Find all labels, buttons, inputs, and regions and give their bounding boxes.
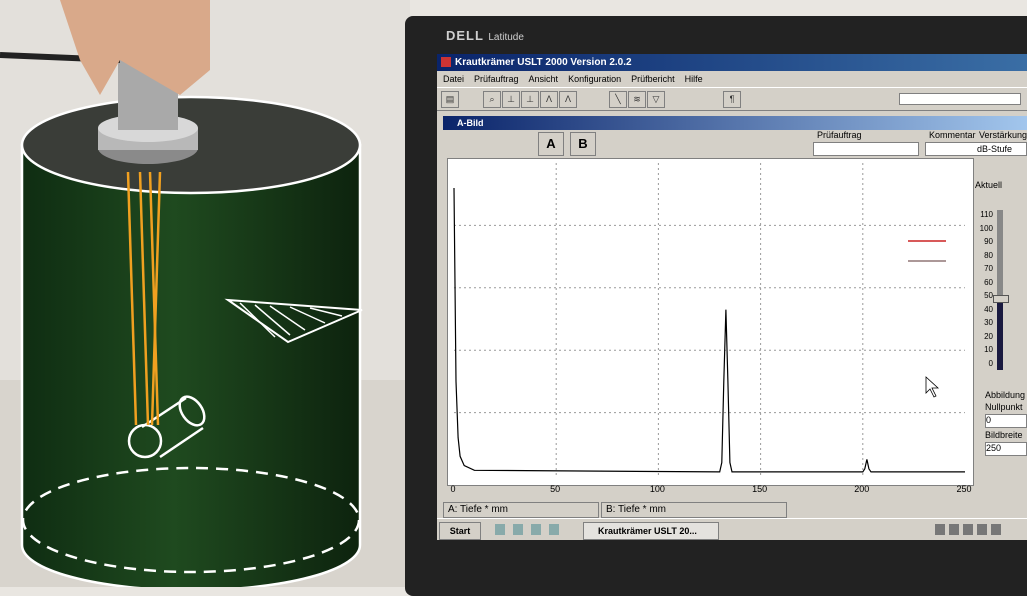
- mouse-cursor-icon: [925, 376, 940, 398]
- app-titlebar: Krautkrämer USLT 2000 Version 2.0.2: [437, 54, 1027, 71]
- wave-icon[interactable]: ≋: [628, 91, 646, 108]
- gate-echo-icon[interactable]: ⊥: [521, 91, 539, 108]
- x-tick-label: 200: [854, 484, 870, 494]
- quicklaunch-explorer-icon[interactable]: [531, 524, 541, 535]
- taskbar: Start Krautkrämer USLT 20...: [437, 518, 1027, 540]
- gate-b-button[interactable]: B: [570, 132, 596, 156]
- x-tick-label: 100: [649, 484, 665, 494]
- hand: [60, 0, 210, 95]
- laptop-brand: DELL Latitude: [446, 28, 524, 43]
- a-scan-plot: [447, 158, 974, 486]
- quicklaunch-browser-icon[interactable]: [513, 524, 523, 535]
- x-tick-label: 150: [752, 484, 768, 494]
- quicklaunch-desktop-icon[interactable]: [495, 524, 505, 535]
- menu-hilfe[interactable]: Hilfe: [684, 74, 703, 84]
- gain-panel: Verstärkung dB-Stufe Aktuell 110 100 90 80 7…: [973, 130, 1027, 502]
- tray-icon-5[interactable]: [991, 524, 1001, 535]
- taskbar-app-item[interactable]: Krautkrämer USLT 20...: [583, 522, 719, 540]
- gain-scale-label: 40: [984, 304, 993, 314]
- readout-bar: A: Tiefe * mm B: Tiefe * mm: [443, 502, 1027, 518]
- gain-scale-label: 60: [984, 277, 993, 287]
- x-tick-label: 250: [956, 484, 972, 494]
- gain-scale-label: 20: [984, 331, 993, 341]
- gate-icon[interactable]: ⊥: [502, 91, 520, 108]
- gain-scale-label: 70: [984, 264, 993, 273]
- tray-icon-3[interactable]: [963, 524, 973, 535]
- app-icon: [441, 57, 451, 67]
- gain-scale-label: 90: [984, 237, 993, 246]
- menu-ansicht[interactable]: Ansicht: [528, 74, 559, 84]
- menu-datei[interactable]: Datei: [443, 74, 465, 84]
- bildbreite-field[interactable]: 250: [985, 442, 1027, 456]
- start-button[interactable]: Start: [439, 522, 481, 540]
- menu-konfiguration[interactable]: Konfiguration: [568, 74, 622, 84]
- toolbar: ▤ ⌕ ⊥ ⊥ Λ Λ ╲ ≋ ▽ ¶: [437, 87, 1027, 111]
- a-scan-window: A B Prüfauftrag Kommentar 0 50 100 150 200 25…: [443, 130, 1027, 502]
- menu-bar: Datei Prüfauftrag Ansicht Konfiguration …: [437, 71, 1027, 87]
- quicklaunch-outlook-icon[interactable]: [549, 524, 559, 535]
- peak-icon[interactable]: Λ: [540, 91, 558, 108]
- subwindow-titlebar: A-Bild: [443, 116, 1027, 130]
- tray-icon-1[interactable]: [935, 524, 945, 535]
- gain-scale-label: 0: [988, 358, 993, 368]
- peak-red-icon[interactable]: Λ: [559, 91, 577, 108]
- nullpunkt-field[interactable]: 0: [985, 414, 1027, 428]
- aktuell-label: Aktuell: [975, 180, 1003, 190]
- gain-scale-label: 30: [984, 318, 993, 327]
- gain-scale-label: 10: [984, 345, 993, 354]
- gain-slider-track[interactable]: [997, 210, 1003, 370]
- x-tick-label: 0: [450, 484, 456, 494]
- gain-slider-fill: [997, 300, 1003, 370]
- tray-icon-2[interactable]: [949, 524, 959, 535]
- pruefauftrag-label: Prüfauftrag: [817, 130, 862, 140]
- x-axis-ticks: 0 50 100 150 200 250: [447, 484, 972, 496]
- tray-icon-4[interactable]: [977, 524, 987, 535]
- screen: Krautkrämer USLT 2000 Version 2.0.2 Date…: [437, 54, 1027, 540]
- gain-scale-label: 100: [979, 223, 993, 233]
- progress-bar: [899, 93, 1021, 105]
- menu-pruefbericht[interactable]: Prüfbericht: [631, 74, 675, 84]
- nullpunkt-label: Nullpunkt: [985, 402, 1023, 412]
- readout-a: A: Tiefe * mm: [443, 502, 599, 518]
- echo-trace: [453, 187, 965, 473]
- filter-icon[interactable]: ▽: [647, 91, 665, 108]
- lamp-icon[interactable]: ¶: [723, 91, 741, 108]
- gain-slider-handle[interactable]: [993, 295, 1009, 303]
- plot-grid: [454, 163, 965, 475]
- abbildung-label: Abbildung: [985, 390, 1026, 400]
- verstaerkung-label: Verstärkung: [979, 130, 1027, 140]
- x-tick-label: 50: [550, 484, 561, 494]
- gain-scale-label: 80: [984, 250, 993, 260]
- menu-pruefauftrag[interactable]: Prüfauftrag: [474, 74, 519, 84]
- print-icon[interactable]: ▤: [441, 91, 459, 108]
- zoom-icon[interactable]: ⌕: [483, 91, 501, 108]
- readout-b: B: Tiefe * mm: [601, 502, 787, 518]
- kommentar-label: Kommentar: [929, 130, 976, 140]
- gate-a-button[interactable]: A: [538, 132, 564, 156]
- curve-icon[interactable]: ╲: [609, 91, 627, 108]
- cylinder-illustration: [0, 0, 410, 587]
- db-stufe-label: dB-Stufe: [977, 144, 1013, 154]
- gain-scale-label: 110: [980, 210, 993, 219]
- pruefauftrag-field[interactable]: [813, 142, 919, 156]
- bildbreite-label: Bildbreite: [985, 430, 1023, 440]
- gain-scale-label: 50: [984, 291, 993, 300]
